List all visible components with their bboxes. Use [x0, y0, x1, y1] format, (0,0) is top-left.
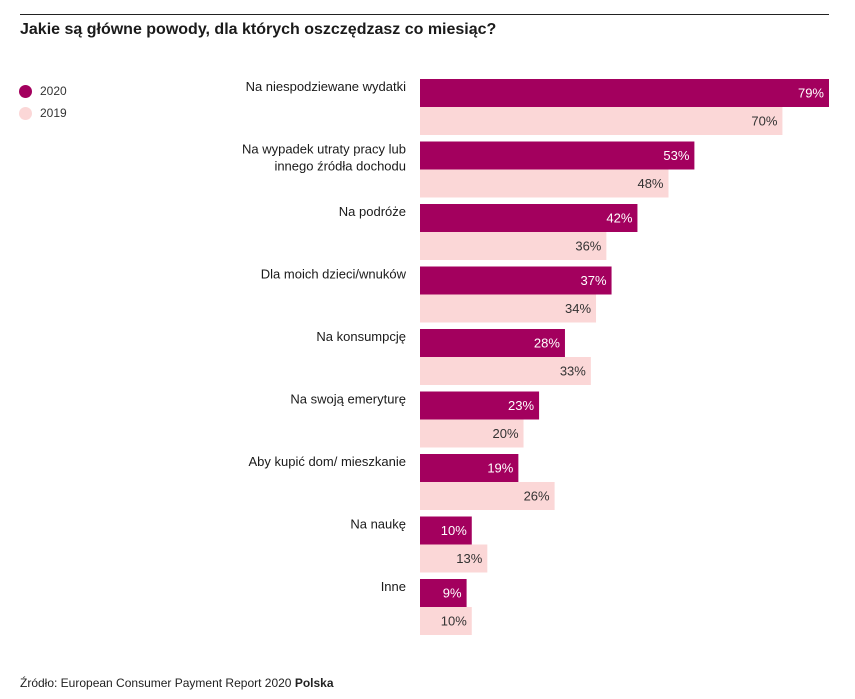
category-label: Na wypadek utraty pracy lub innego źródła… — [242, 142, 406, 174]
legend-label-2019: 2019 — [40, 106, 67, 120]
source-note: Źródło: European Consumer Payment Report… — [20, 676, 334, 690]
data-label-2019: 20% — [493, 426, 519, 441]
legend-swatch-2019 — [19, 106, 32, 120]
data-label-2019: 13% — [456, 551, 482, 566]
category-label-line: innego źródła dochodu — [274, 159, 406, 174]
category-label: Na swoją emeryturę — [290, 392, 406, 407]
bar-2019 — [420, 357, 591, 385]
top-rule — [20, 14, 829, 15]
data-label-2019: 70% — [751, 114, 777, 129]
bar-2020 — [420, 79, 829, 107]
data-label-2020: 10% — [441, 523, 467, 538]
data-label-2019: 36% — [575, 239, 601, 254]
bar-2020 — [420, 391, 540, 420]
legend-swatch-2020 — [19, 84, 32, 98]
bar-2020 — [420, 204, 638, 232]
category-label-line: Na niespodziewane wydatki — [246, 79, 407, 94]
data-label-2020: 53% — [663, 148, 689, 163]
category-label-line: Na swoją emeryturę — [290, 392, 406, 407]
bar-2019 — [420, 419, 524, 448]
bar-2019 — [420, 607, 472, 635]
data-label-2019: 10% — [441, 614, 467, 629]
bar-2020 — [420, 516, 472, 545]
data-label-2020: 42% — [606, 211, 632, 226]
legend-item-2019: 2019 — [19, 102, 67, 124]
data-label-2020: 9% — [443, 586, 462, 601]
data-label-2020: 19% — [487, 461, 513, 476]
legend: 2020 2019 — [19, 80, 67, 124]
category-label-line: Inne — [381, 579, 406, 594]
data-label-2020: 79% — [798, 86, 824, 101]
data-label-2020: 28% — [534, 336, 560, 351]
bar-2019 — [420, 107, 783, 135]
category-label-line: Na wypadek utraty pracy lub — [242, 142, 406, 157]
category-label: Dla moich dzieci/wnuków — [261, 267, 407, 282]
category-label-line: Na podróże — [339, 204, 406, 219]
bar-2019 — [420, 482, 555, 510]
category-label-line: Dla moich dzieci/wnuków — [261, 267, 407, 282]
bar-2020 — [420, 454, 519, 482]
chart-title: Jakie są główne powody, dla których oszc… — [20, 21, 497, 38]
category-label-line: Na naukę — [350, 517, 406, 532]
category-label: Na niespodziewane wydatki — [246, 79, 407, 94]
bar-2019 — [420, 294, 597, 323]
legend-item-2020: 2020 — [19, 80, 67, 102]
bar-2020 — [420, 329, 565, 357]
data-label-2019: 33% — [560, 364, 586, 379]
bar-2019 — [420, 232, 607, 260]
category-label-line: Na konsumpcję — [316, 329, 406, 344]
category-label-line: Aby kupić dom/ mieszkanie — [248, 454, 406, 469]
legend-label-2020: 2020 — [40, 84, 67, 98]
data-label-2020: 23% — [508, 398, 534, 413]
data-label-2019: 34% — [565, 301, 591, 316]
bar-2020 — [420, 579, 467, 607]
category-label: Na podróże — [339, 204, 406, 219]
bar-2019 — [420, 544, 488, 573]
bar-2020 — [420, 266, 612, 295]
category-label: Aby kupić dom/ mieszkanie — [248, 454, 406, 469]
data-label-2019: 26% — [524, 489, 550, 504]
data-label-2020: 37% — [581, 273, 607, 288]
source-text: Źródło: European Consumer Payment Report… — [20, 676, 295, 690]
category-label: Inne — [381, 579, 406, 594]
data-label-2019: 48% — [637, 176, 663, 191]
bar-2019 — [420, 169, 669, 198]
bar-2020 — [420, 141, 695, 170]
category-label: Na naukę — [350, 517, 406, 532]
category-label: Na konsumpcję — [316, 329, 406, 344]
source-country: Polska — [294, 676, 334, 690]
